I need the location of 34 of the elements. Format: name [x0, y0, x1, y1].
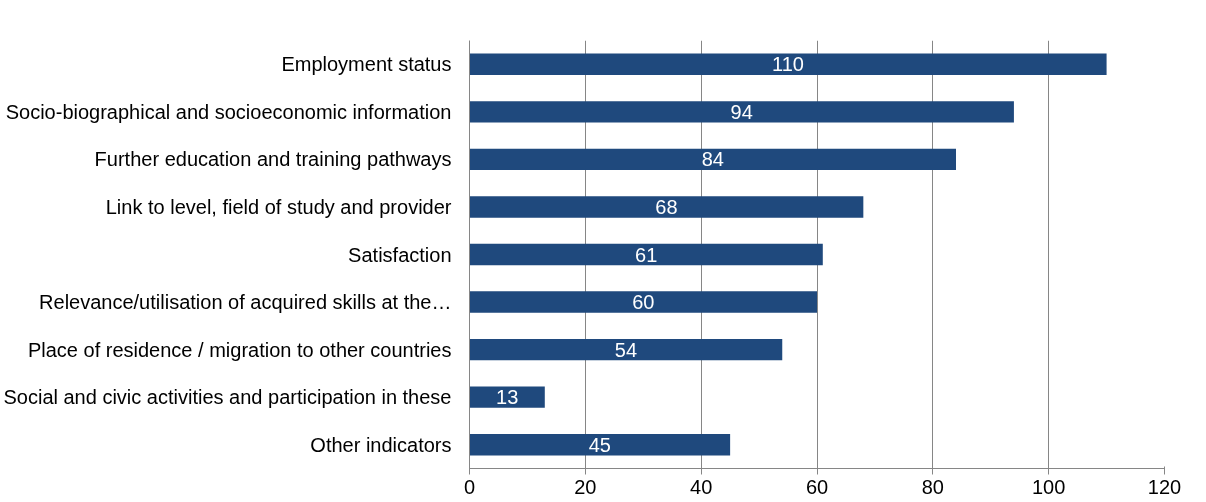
x-tick-label: 120	[1147, 475, 1182, 498]
data-label: 13	[496, 386, 519, 409]
bar	[469, 434, 731, 456]
data-label: 94	[730, 100, 753, 123]
x-tick-label: 20	[574, 475, 597, 498]
bar	[469, 196, 864, 218]
data-label: 84	[701, 148, 724, 171]
x-tick-label: 0	[463, 475, 476, 498]
bar	[469, 291, 817, 313]
y-tick-label: Social and civic activities and participation in these	[3, 386, 452, 409]
y-tick-label: Relevance/utilisation of acquired skills at the…	[39, 291, 452, 314]
data-label: 60	[632, 291, 655, 314]
data-label: 45	[588, 433, 611, 456]
y-tick-label: Link to level, field of study and provider	[105, 195, 452, 218]
data-label: 54	[614, 338, 637, 361]
y-tick-label: Socio-biographical and socioeconomic information	[5, 100, 452, 123]
bar	[469, 243, 823, 266]
bar	[469, 53, 1107, 75]
x-tick-label: 80	[921, 475, 944, 498]
y-tick-label: Place of residence / migration to other countries	[27, 338, 452, 361]
bar	[469, 338, 783, 361]
bar	[469, 101, 1014, 123]
y-tick-label: Other indicators	[310, 433, 452, 456]
y-tick-label: Employment status	[281, 53, 452, 76]
x-tick-label: 60	[805, 475, 829, 498]
y-tick-label: Further education and training pathways	[94, 148, 452, 171]
data-label: 110	[772, 53, 804, 76]
data-label: 61	[635, 243, 658, 266]
x-tick-label: 100	[1031, 475, 1066, 498]
y-tick-label: Satisfaction	[348, 243, 452, 266]
bar	[469, 148, 956, 171]
x-tick-label: 40	[690, 475, 713, 498]
data-label: 68	[655, 195, 678, 218]
bar	[469, 386, 545, 408]
